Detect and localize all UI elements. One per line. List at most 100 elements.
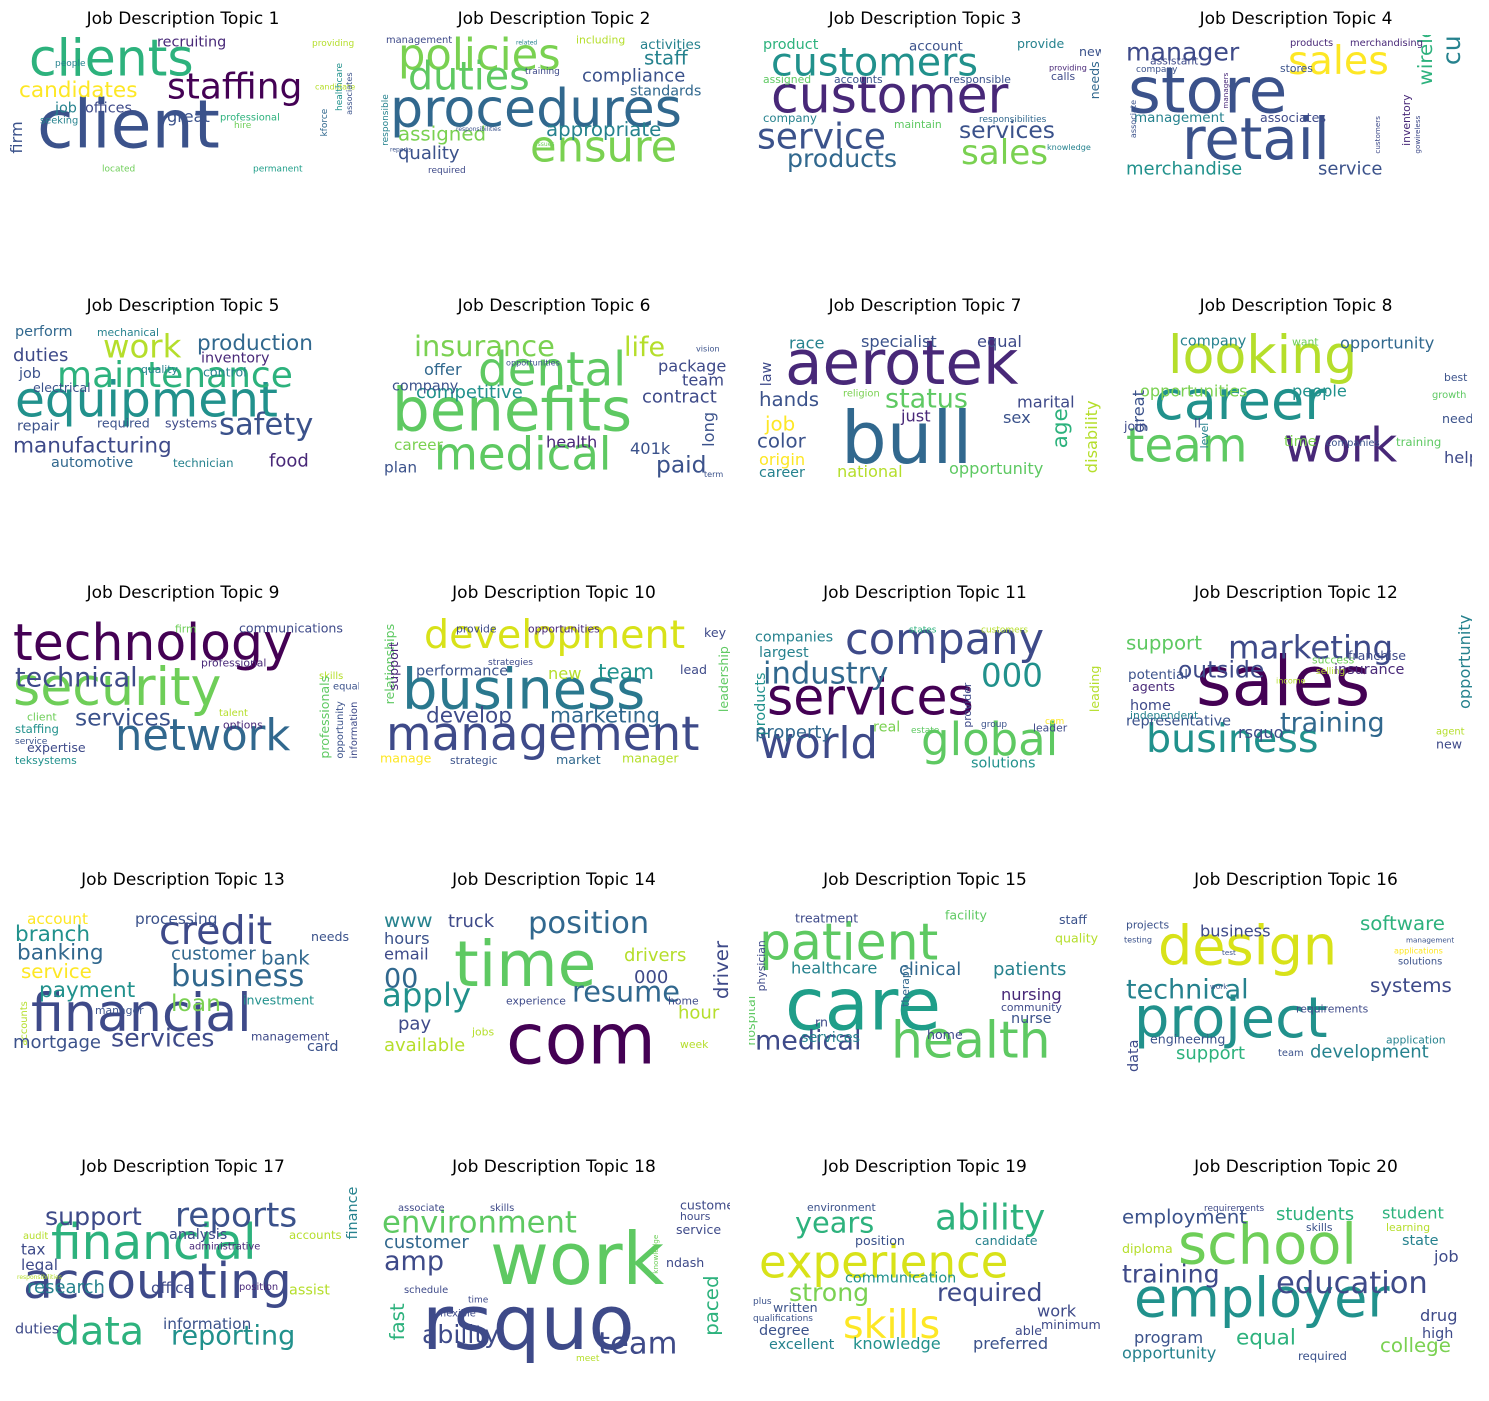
word-opportunity: opportunity <box>949 459 1044 478</box>
word-manager: manager <box>622 751 679 766</box>
panel-title: Job Description Topic 10 <box>452 583 656 603</box>
word-compliance: compliance <box>582 66 685 87</box>
word-calls: calls <box>1051 70 1076 83</box>
word-401k: 401k <box>630 439 671 458</box>
word-inventory: inventory <box>201 350 270 366</box>
word-hands: hands <box>759 388 819 411</box>
word-plan: plan <box>384 459 417 477</box>
word-audit: audit <box>23 1231 48 1242</box>
word-benefits: benefits <box>392 377 632 446</box>
word-ndash: ndash <box>666 1255 704 1270</box>
word-just: just <box>900 406 931 425</box>
word-hours: hours <box>384 929 430 948</box>
word-customers: customers <box>771 39 978 85</box>
word-skills: skills <box>490 1203 514 1214</box>
word-technical: technical <box>1126 974 1249 1005</box>
word-investment: investment <box>243 993 314 1008</box>
word-provide: provide <box>1017 36 1065 51</box>
word-accounts: accounts <box>289 1228 342 1242</box>
word-candidates: candidates <box>19 78 137 103</box>
word-communications: communications <box>239 620 343 635</box>
word-program: program <box>1134 1328 1203 1347</box>
word-race: race <box>789 333 824 352</box>
word-provider: provider <box>961 682 974 728</box>
word-manager: manager <box>95 1004 144 1017</box>
word-offices: offices <box>85 101 132 117</box>
word-equal: equal <box>977 332 1022 351</box>
word-needs: needs <box>311 929 349 944</box>
word-work: work <box>490 1217 665 1301</box>
word-national: national <box>837 462 903 481</box>
word-environment: environment <box>382 1206 577 1241</box>
word-degree: degree <box>759 1323 810 1339</box>
word-skills: skills <box>1306 1221 1333 1234</box>
word-office: office <box>151 1279 193 1297</box>
word-qualifications: qualifications <box>753 1314 813 1324</box>
word-assist: assist <box>289 1283 330 1299</box>
panel-title: Job Description Topic 17 <box>81 1157 285 1177</box>
word-clients: clients <box>29 35 194 87</box>
panel-title: Job Description Topic 5 <box>86 296 280 316</box>
word-reports: reports <box>175 1195 297 1235</box>
word-companies: companies <box>1326 438 1380 449</box>
word-training: training <box>1280 708 1385 739</box>
word-service: service <box>15 737 48 747</box>
word-work: work <box>1037 1301 1077 1320</box>
wordcloud-panel-2: Job Description Topic 2 policies duties pro… <box>378 8 730 253</box>
word-responsibilities: responsibilities <box>979 115 1047 125</box>
word-dental: dental <box>478 344 626 398</box>
word-company: company <box>392 378 459 394</box>
word-property: property <box>755 722 832 743</box>
word-term: term <box>704 469 723 479</box>
word-assistant: assistant <box>1150 54 1198 67</box>
word-quality: quality <box>141 363 179 376</box>
word-relationships: relationships <box>382 624 397 705</box>
word-representative: representative <box>1126 713 1231 729</box>
word-career: career <box>394 436 444 454</box>
word-company: company <box>1136 65 1178 75</box>
word-opportunity: opportunity <box>1455 614 1472 709</box>
word-engineering: engineering <box>1150 1031 1225 1046</box>
word-paid: paid <box>656 451 707 479</box>
word-candidate: candidate <box>315 81 355 91</box>
word-merchandise: merchandise <box>1126 159 1242 180</box>
word-opportunity: opportunity <box>1340 333 1435 352</box>
word-need: need <box>1442 411 1472 426</box>
wordcloud-panel-5: Job Description Topic 5 equipment maintena… <box>7 295 359 540</box>
wordcloud-panel-1: Job Description Topic 1 clients client staf… <box>7 8 359 253</box>
word-state: state <box>1402 1233 1439 1249</box>
word-medical: medical <box>755 1026 861 1057</box>
word-required: required <box>97 416 150 431</box>
word-people: people <box>55 59 86 69</box>
word-customers: customers <box>680 1197 730 1212</box>
word-business: business <box>1146 716 1319 762</box>
word-finance: finance <box>345 1187 359 1240</box>
word-seeking: seeking <box>40 115 78 126</box>
word-000: 000 <box>634 967 668 988</box>
word-insurance: insurance <box>414 329 555 363</box>
word-rsquo: rsquo <box>422 1279 635 1363</box>
word-products: products <box>787 144 897 173</box>
word-new: new <box>548 664 581 683</box>
word-facility: facility <box>945 907 988 922</box>
word-processing: processing <box>135 910 217 928</box>
word-nurse: nurse <box>1011 1011 1052 1027</box>
word-financial: financial <box>31 984 252 1044</box>
word-rn: rn <box>815 1014 828 1029</box>
word-store: store <box>1128 55 1287 128</box>
word-00: 00 <box>384 964 418 995</box>
word-real: real <box>873 720 900 736</box>
word-schedule: schedule <box>404 1285 448 1296</box>
word-college: college <box>1380 1334 1451 1357</box>
word-specialist: specialist <box>861 332 937 351</box>
word-associates: associates <box>1260 110 1326 125</box>
word-com: com <box>1045 717 1064 727</box>
word-talent: talent <box>219 708 248 719</box>
word-leadership: leadership <box>716 646 730 712</box>
panel-title: Job Description Topic 20 <box>1194 1157 1398 1177</box>
word-software: software <box>1360 912 1445 935</box>
word-services: services <box>801 1030 860 1046</box>
word-providing: providing <box>1049 63 1087 73</box>
